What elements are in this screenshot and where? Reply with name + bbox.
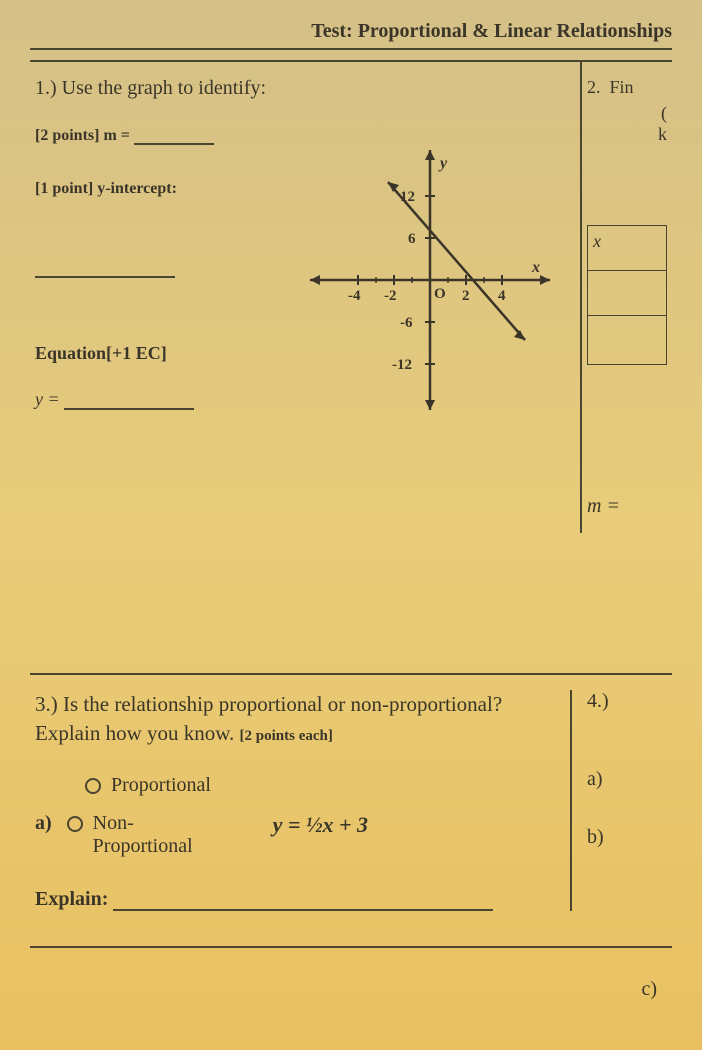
explain-blank[interactable] (113, 891, 493, 911)
svg-text:4: 4 (498, 288, 506, 304)
q2-sub2: k (587, 124, 667, 145)
svg-text:-4: -4 (348, 288, 361, 304)
question-3-row: 3.) Is the relationship proportional or … (30, 675, 672, 926)
q3-equation: y = ½x + 3 (273, 812, 368, 838)
svg-text:6: 6 (408, 231, 416, 247)
svg-text:O: O (434, 286, 446, 302)
radio-icon (67, 816, 83, 832)
q2-table-header: x (588, 226, 666, 271)
q4-number: 4.) (587, 690, 662, 713)
bottom-divider (30, 946, 672, 948)
q2-m-label: m = (587, 495, 667, 518)
q2-table-row1 (588, 271, 666, 316)
graph-svg: -4 -2 O 2 4 6 12 -6 -12 y x (300, 140, 560, 420)
question-3: 3.) Is the relationship proportional or … (35, 690, 572, 911)
worksheet-page: Test: Proportional & Linear Relationship… (0, 0, 702, 1021)
q3-explain: Explain: (35, 888, 560, 911)
svg-text:y: y (438, 155, 448, 172)
q4-a: a) (587, 768, 662, 791)
q2-number: 2. Fin (587, 77, 667, 98)
q3-part-a-row: a) Non- Proportional y = ½x + 3 (35, 812, 560, 858)
svg-text:-2: -2 (384, 288, 397, 304)
svg-text:-6: -6 (400, 315, 413, 331)
q1-prompt: 1.) Use the graph to identify: (35, 77, 570, 100)
q4-c: c) (30, 978, 672, 1001)
coordinate-graph: -4 -2 O 2 4 6 12 -6 -12 y x (300, 140, 560, 425)
test-title: Test: Proportional & Linear Relationship… (311, 20, 672, 42)
svg-text:x: x (531, 259, 540, 276)
q3-part-a-label: a) (35, 812, 52, 835)
q3-prompt: 3.) Is the relationship proportional or … (35, 690, 560, 749)
q2-table: x (587, 225, 667, 365)
y-eq-blank[interactable] (64, 390, 194, 410)
radio-icon (85, 778, 101, 794)
q4-b: b) (587, 826, 662, 849)
m-blank[interactable] (134, 125, 214, 145)
yint-blank[interactable] (35, 258, 175, 278)
questions-row-1: 1.) Use the graph to identify: [2 points… (30, 60, 672, 533)
question-1: 1.) Use the graph to identify: [2 points… (30, 62, 582, 533)
test-header: Test: Proportional & Linear Relationship… (30, 20, 672, 50)
option-non-proportional[interactable]: Non- Proportional (67, 812, 193, 858)
svg-text:-12: -12 (392, 357, 412, 373)
q2-table-row2 (588, 316, 666, 361)
q2-sub1: ( (587, 103, 667, 124)
svg-text:2: 2 (462, 288, 470, 304)
option-proportional[interactable]: Proportional (85, 774, 560, 797)
question-4: 4.) a) b) (572, 690, 662, 911)
question-2: 2. Fin ( k x m = (582, 62, 672, 533)
